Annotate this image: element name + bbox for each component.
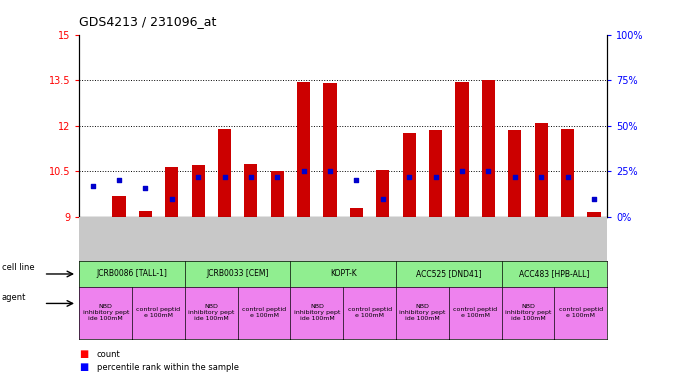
Text: ACC525 [DND41]: ACC525 [DND41] xyxy=(416,270,482,278)
Text: NBD
inhibitory pept
ide 100mM: NBD inhibitory pept ide 100mM xyxy=(294,305,340,321)
Text: ■: ■ xyxy=(79,349,88,359)
Text: agent: agent xyxy=(1,293,26,302)
Point xyxy=(535,174,546,180)
Point xyxy=(589,196,600,202)
Text: KOPT-K: KOPT-K xyxy=(330,270,357,278)
Point xyxy=(457,168,468,174)
Text: cell line: cell line xyxy=(1,263,34,272)
Bar xyxy=(482,80,495,217)
Text: control peptid
e 100mM: control peptid e 100mM xyxy=(242,307,286,318)
Bar xyxy=(270,171,284,217)
Point xyxy=(509,174,520,180)
Point xyxy=(140,185,151,191)
Bar xyxy=(139,211,152,217)
Text: percentile rank within the sample: percentile rank within the sample xyxy=(97,363,239,372)
Bar xyxy=(165,167,178,217)
Point xyxy=(430,174,441,180)
Bar xyxy=(218,129,231,217)
Point xyxy=(246,174,257,180)
Bar xyxy=(561,129,574,217)
Bar xyxy=(403,133,416,217)
Point xyxy=(166,196,177,202)
Bar xyxy=(535,123,548,217)
Text: control peptid
e 100mM: control peptid e 100mM xyxy=(137,307,181,318)
Bar xyxy=(587,212,600,217)
Bar xyxy=(509,130,522,217)
Bar xyxy=(112,196,126,217)
Text: NBD
inhibitory pept
ide 100mM: NBD inhibitory pept ide 100mM xyxy=(188,305,235,321)
Point xyxy=(113,177,124,184)
Bar xyxy=(324,83,337,217)
Point xyxy=(324,168,335,174)
Point xyxy=(272,174,283,180)
Text: JCRB0086 [TALL-1]: JCRB0086 [TALL-1] xyxy=(97,270,168,278)
Text: NBD
inhibitory pept
ide 100mM: NBD inhibitory pept ide 100mM xyxy=(400,305,446,321)
Text: count: count xyxy=(97,349,120,359)
Text: GDS4213 / 231096_at: GDS4213 / 231096_at xyxy=(79,15,217,28)
Point xyxy=(483,168,494,174)
Bar xyxy=(455,82,469,217)
Bar xyxy=(244,164,257,217)
Text: ACC483 [HPB-ALL]: ACC483 [HPB-ALL] xyxy=(520,270,589,278)
Point xyxy=(404,174,415,180)
Text: NBD
inhibitory pept
ide 100mM: NBD inhibitory pept ide 100mM xyxy=(83,305,129,321)
Point xyxy=(377,196,388,202)
Bar xyxy=(376,170,389,217)
Text: control peptid
e 100mM: control peptid e 100mM xyxy=(559,307,603,318)
Point xyxy=(562,174,573,180)
Text: control peptid
e 100mM: control peptid e 100mM xyxy=(453,307,497,318)
Text: NBD
inhibitory pept
ide 100mM: NBD inhibitory pept ide 100mM xyxy=(505,305,551,321)
Point xyxy=(87,183,98,189)
Point xyxy=(351,177,362,184)
Point xyxy=(219,174,230,180)
Point xyxy=(193,174,204,180)
Bar xyxy=(297,82,310,217)
Text: ■: ■ xyxy=(79,362,88,372)
Bar xyxy=(429,130,442,217)
Text: control peptid
e 100mM: control peptid e 100mM xyxy=(348,307,392,318)
Bar xyxy=(350,208,363,217)
Bar xyxy=(192,165,205,217)
Text: JCRB0033 [CEM]: JCRB0033 [CEM] xyxy=(206,270,269,278)
Point xyxy=(298,168,309,174)
